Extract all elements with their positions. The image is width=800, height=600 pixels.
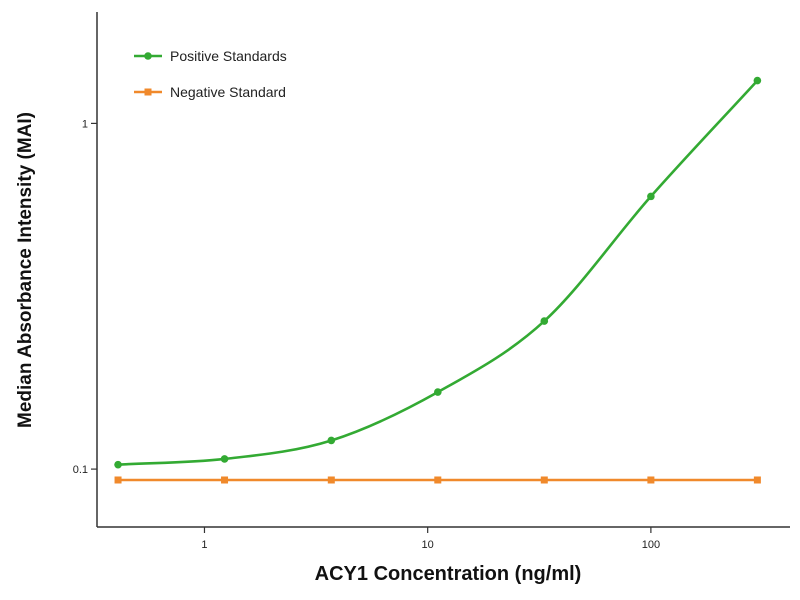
data-point <box>114 476 122 484</box>
data-point <box>647 476 655 484</box>
series-line-0 <box>116 79 759 466</box>
legend-label: Positive Standards <box>170 48 287 64</box>
legend-marker <box>144 52 152 60</box>
data-point <box>753 476 761 484</box>
data-point <box>327 436 336 445</box>
data-point <box>540 476 548 484</box>
data-point <box>433 388 442 396</box>
axes <box>96 12 790 528</box>
data-point <box>540 317 549 325</box>
x-tick-label: 1 <box>201 539 207 551</box>
x-tick-label: 10 <box>422 539 434 551</box>
data-point <box>114 460 122 469</box>
data-point <box>220 455 229 463</box>
axis-ticks: 1 10 100 0.1 1 <box>73 118 660 551</box>
x-tick-label: 100 <box>642 539 660 551</box>
series-group <box>114 76 762 484</box>
y-tick-label: 1 <box>82 118 88 130</box>
data-point <box>327 476 335 484</box>
data-point <box>221 476 229 484</box>
legend-label: Negative Standard <box>170 84 286 100</box>
data-point <box>434 476 442 484</box>
data-point <box>647 192 655 201</box>
data-point <box>753 76 762 85</box>
x-axis-title: ACY1 Concentration (ng/ml) <box>315 563 582 585</box>
y-axis-title: Median Absorbance Intensity (MAI) <box>15 112 36 428</box>
legend: Positive Standards Negative Standard <box>134 48 287 100</box>
y-tick-label: 0.1 <box>73 464 88 476</box>
legend-marker <box>144 88 152 96</box>
